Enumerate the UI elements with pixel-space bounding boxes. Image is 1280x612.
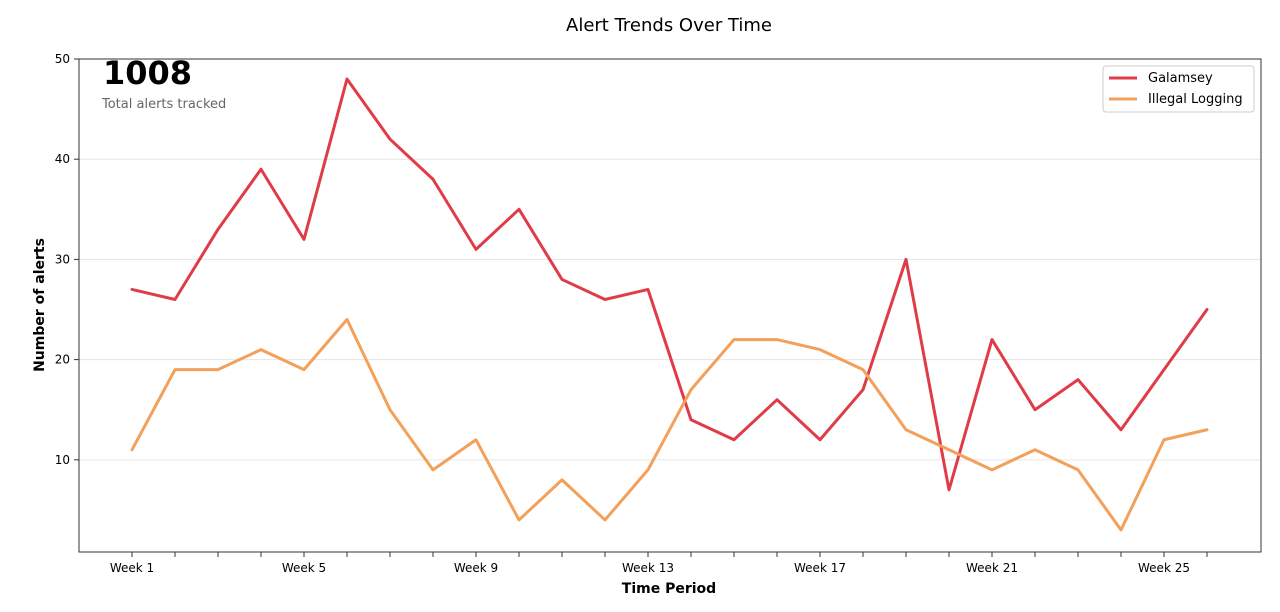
y-axis-title: Number of alerts xyxy=(32,238,48,372)
grid-lines xyxy=(79,58,1261,461)
series-lines xyxy=(130,77,1209,532)
legend-box xyxy=(1102,65,1255,113)
chart-title: Alert Trends Over Time xyxy=(566,15,772,36)
x-axis: Week 1 Week 5 Week 9 Week 13 Week 17 Week 21 W… xyxy=(110,552,1208,575)
y-tick-label: 40 xyxy=(55,152,70,166)
y-tick-label: 20 xyxy=(55,353,70,367)
total-alerts-value: 1008 xyxy=(103,54,192,92)
legend: Galamsey Illegal Logging xyxy=(1102,65,1255,113)
x-tick-label: Week 21 xyxy=(966,561,1018,575)
y-tick-label: 30 xyxy=(55,252,70,266)
x-tick-label: Week 5 xyxy=(282,561,326,575)
total-alerts-caption: Total alerts tracked xyxy=(101,97,226,112)
legend-label: Illegal Logging xyxy=(1148,92,1243,107)
x-axis-title: Time Period xyxy=(622,581,716,597)
x-tick-label: Week 9 xyxy=(454,561,498,575)
legend-label: Galamsey xyxy=(1148,71,1213,86)
series-line-galamsey xyxy=(130,77,1209,492)
x-tick-label: Week 13 xyxy=(622,561,674,575)
y-tick-label: 10 xyxy=(55,453,70,467)
series-line-illegal-logging xyxy=(130,318,1209,532)
plot-frame xyxy=(78,58,1262,553)
x-tick-label: Week 1 xyxy=(110,561,154,575)
x-tick-label: Week 25 xyxy=(1138,561,1190,575)
x-tick-label: Week 17 xyxy=(794,561,846,575)
y-tick-label: 50 xyxy=(55,52,70,66)
y-axis: 10 20 30 40 50 xyxy=(55,52,79,467)
